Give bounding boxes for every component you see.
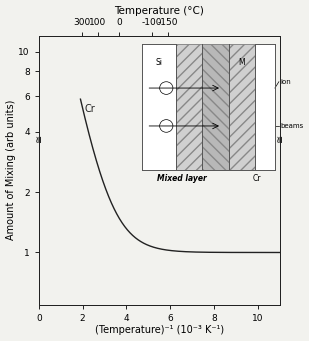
Text: Cr: Cr <box>84 104 95 114</box>
X-axis label: (Temperature)⁻¹ (10⁻³ K⁻¹): (Temperature)⁻¹ (10⁻³ K⁻¹) <box>95 325 224 336</box>
Text: ≅: ≅ <box>34 134 44 142</box>
Text: ≅: ≅ <box>275 134 285 142</box>
Text: Mixed layer: Mixed layer <box>157 174 207 183</box>
X-axis label: Temperature (°C): Temperature (°C) <box>114 5 204 16</box>
Text: Cr: Cr <box>252 174 261 183</box>
Y-axis label: Amount of Mixing (arb units): Amount of Mixing (arb units) <box>6 100 15 240</box>
